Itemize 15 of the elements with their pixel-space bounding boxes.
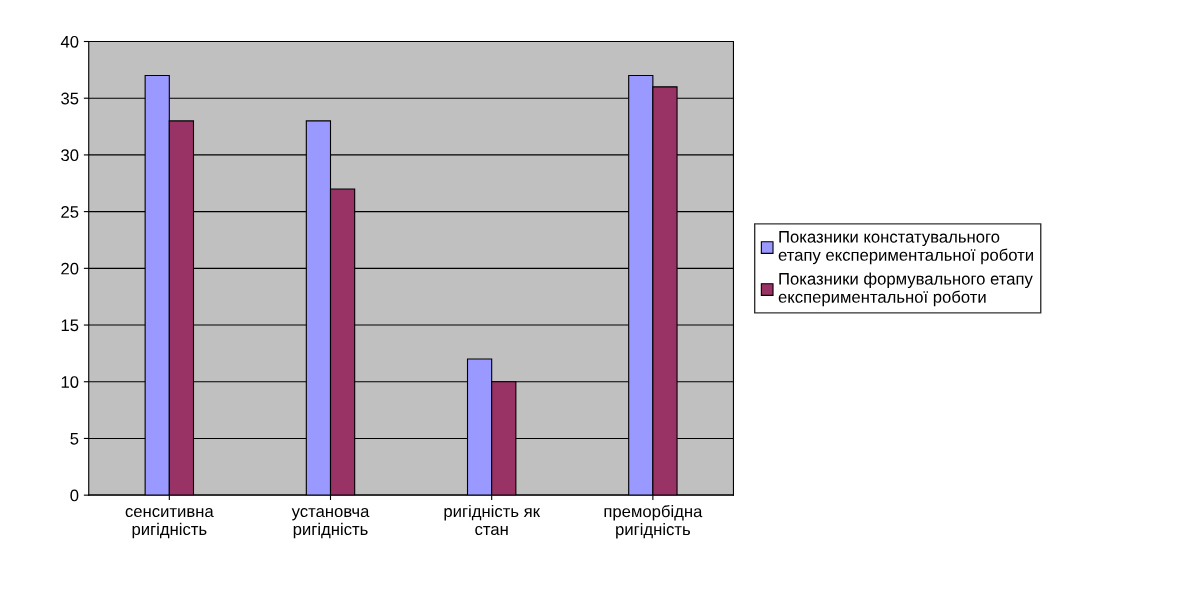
y-tick-label: 5 bbox=[70, 433, 79, 445]
y-tick-label: 10 bbox=[61, 376, 79, 388]
y-tick-label: 40 bbox=[60, 35, 79, 48]
legend-label: Показники формувального етапу експериментальної роботи bbox=[778, 272, 1033, 307]
x-tick-label: ригідність як стан bbox=[444, 504, 541, 536]
x-tick-label: сенситивна ригідність bbox=[125, 507, 214, 539]
y-tick-label: 20 bbox=[61, 262, 79, 275]
y-tick-label: 35 bbox=[61, 92, 79, 105]
legend-label: Показники констатувального етапу експериментальної роботи bbox=[778, 231, 1033, 265]
y-tick-label: 25 bbox=[61, 206, 79, 218]
y-tick-label: 30 bbox=[61, 149, 79, 162]
x-tick-label: преморбідна ригідність bbox=[604, 504, 703, 539]
y-tick-label: 15 bbox=[61, 319, 79, 332]
x-tick-label: установча ригідність bbox=[291, 507, 370, 539]
y-tick-label: 0 bbox=[70, 489, 79, 502]
